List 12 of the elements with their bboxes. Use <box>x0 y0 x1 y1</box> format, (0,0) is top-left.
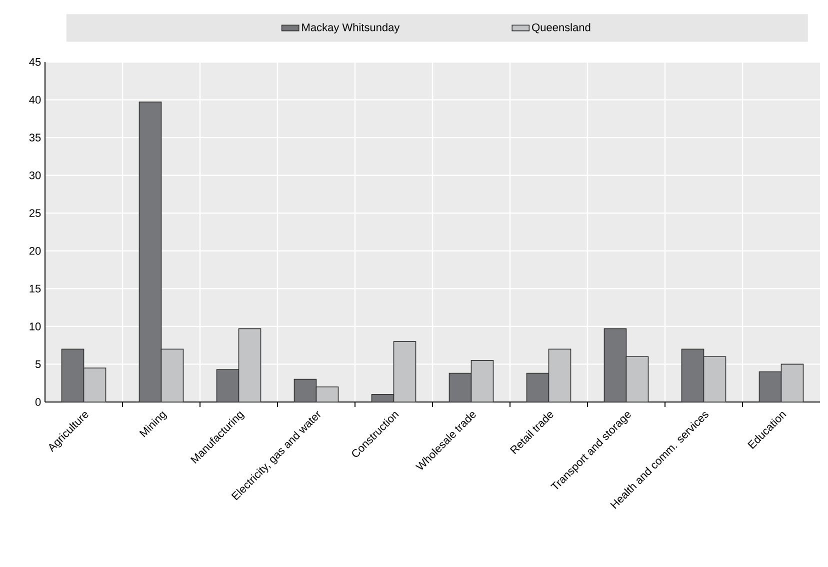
y-tick-label: 5 <box>35 360 41 368</box>
legend-label: Mackay Whitsunday <box>302 23 400 34</box>
y-tick-label: 25 <box>29 209 41 217</box>
y-tick-label: 40 <box>29 96 41 104</box>
y-tick-label: 10 <box>30 322 41 330</box>
legend-label: Queensland <box>532 23 590 34</box>
y-tick-label: 45 <box>29 58 41 66</box>
y-tick-label: 35 <box>29 134 41 142</box>
y-tick-label: 0 <box>35 398 41 406</box>
y-tick-label: 30 <box>29 171 41 180</box>
y-tick-label: 20 <box>29 246 41 255</box>
y-tick-label: 15 <box>30 284 41 292</box>
